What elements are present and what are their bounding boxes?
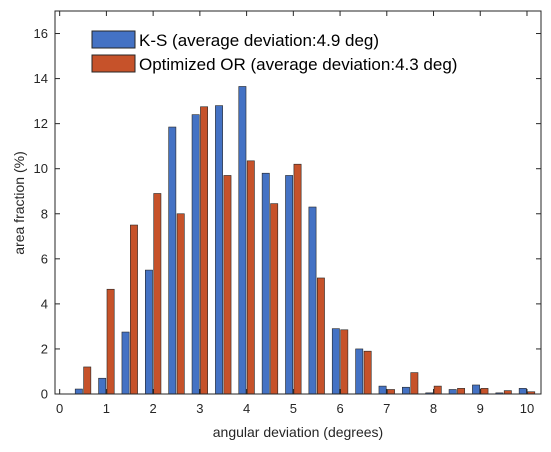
bar-ks-9 [285,175,294,395]
bar-optimized-or-10 [316,277,325,395]
bar-optimized-or-17 [480,388,489,395]
bar-ks-12 [355,348,364,395]
bar-optimized-or-9 [293,163,302,395]
bar-ks-10 [308,206,317,395]
bar-optimized-or-12 [363,350,372,395]
y-tick-label-7: 14 [34,71,48,86]
bar-optimized-or-6 [223,175,232,395]
legend-label-ks: K-S (average deviation:4.9 deg) [139,31,379,50]
x-tick-label-8: 8 [430,401,437,416]
bar-optimized-or-16 [457,388,466,395]
bar-optimized-or-1 [106,288,115,395]
bar-optimized-or-5 [200,106,208,395]
y-tick-label-6: 12 [34,116,48,131]
x-tick-label-6: 6 [336,401,343,416]
bar-ks-19 [518,388,527,395]
y-tick-label-8: 16 [34,26,48,41]
legend-swatch-ks [91,30,136,49]
bar-ks-17 [472,384,480,395]
bar-ks-3 [145,269,153,395]
x-axis-label: angular deviation (degrees) [213,424,383,440]
bar-optimized-or-8 [270,203,279,395]
bar-ks-2 [121,331,130,395]
y-tick-label-2: 4 [41,296,48,311]
x-tick-label-9: 9 [477,401,484,416]
y-tick-label-3: 6 [41,251,48,266]
bar-optimized-or-14 [410,372,419,395]
bar-optimized-or-18 [503,390,512,395]
x-tick-label-3: 3 [196,401,203,416]
bar-optimized-or-11 [340,329,349,395]
plot-frame [54,10,542,395]
bar-ks-1 [98,377,107,395]
y-tick-label-0: 0 [41,387,48,402]
legend: K-S (average deviation:4.9 deg) Optimize… [91,30,457,74]
y-axis-label: area fraction (%) [11,151,27,254]
legend-label-optimized-or: Optimized OR (average deviation:4.3 deg) [139,55,457,74]
bar-optimized-or-2 [130,224,138,395]
bar-optimized-or-4 [176,213,185,395]
bar-optimized-or-0 [83,366,92,395]
bar-optimized-or-7 [246,160,255,395]
bar-ks-8 [261,172,270,395]
bar-optimized-or-13 [387,389,395,395]
legend-swatch-optimized-or [91,54,136,73]
y-tick-label-4: 8 [41,206,48,221]
bar-optimized-or-3 [153,193,162,395]
x-tick-label-5: 5 [290,401,297,416]
bar-ks-6 [215,105,223,395]
bar-ks-11 [331,328,340,395]
bar-ks-0 [74,388,83,395]
x-tick-label-0: 0 [56,401,63,416]
y-tick-label-1: 2 [41,341,48,356]
x-tick-label-2: 2 [150,401,157,416]
x-tick-label-7: 7 [383,401,390,416]
bar-ks-7 [238,86,247,395]
bar-ks-13 [378,385,387,395]
bar-ks-4 [168,126,177,395]
bar-ks-16 [448,389,457,395]
bar-optimized-or-15 [433,385,442,395]
x-tick-label-4: 4 [243,401,250,416]
x-tick-label-10: 10 [520,401,534,416]
bar-ks-14 [402,386,410,395]
y-tick-label-5: 10 [34,161,48,176]
x-tick-label-1: 1 [103,401,110,416]
bar-ks-5 [191,114,200,395]
